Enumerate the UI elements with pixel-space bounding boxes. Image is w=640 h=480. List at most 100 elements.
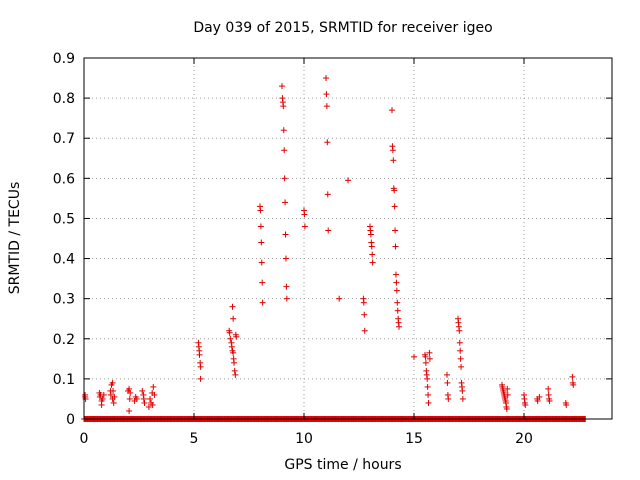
data-point: [140, 395, 147, 402]
data-point: [522, 401, 529, 408]
data-point: [110, 399, 117, 406]
data-point: [151, 391, 158, 398]
data-point: [394, 307, 401, 314]
data-point: [232, 371, 239, 378]
data-point: [98, 401, 105, 408]
data-point: [100, 391, 107, 398]
data-point: [145, 403, 152, 410]
data-point: [197, 375, 204, 382]
data-point: [230, 315, 237, 322]
data-point: [325, 227, 332, 234]
data-point: [445, 395, 452, 402]
data-point: [392, 227, 399, 234]
data-point: [230, 349, 237, 356]
data-point: [345, 177, 351, 184]
data-point: [99, 395, 106, 402]
y-tick-label: 0.2: [53, 332, 75, 348]
data-point: [282, 231, 289, 238]
y-tick-label: 0.3: [53, 292, 75, 308]
chart-title: Day 039 of 2015, SRMTID for receiver ige…: [193, 20, 492, 36]
y-tick-label: 0.9: [53, 51, 75, 67]
data-point: [504, 391, 511, 398]
data-point: [425, 391, 432, 398]
data-point: [422, 353, 429, 360]
x-tick-label: 0: [80, 431, 89, 447]
data-point: [231, 359, 238, 366]
y-tick-label: 0: [66, 412, 75, 428]
x-tick-label: 20: [515, 431, 533, 447]
data-point: [126, 395, 133, 402]
data-point: [392, 243, 399, 250]
data-point: [133, 395, 140, 402]
axis-ticks: 0 0.1 0.2 0.3 0.4 0.5 0.6 0.7 0.8 0.9 0 5 10 15 20: [53, 51, 612, 447]
data-point: [279, 83, 285, 90]
x-tick-label: 5: [190, 431, 199, 447]
data-point: [324, 191, 331, 198]
data-point: [458, 363, 465, 370]
data-point: [563, 401, 570, 408]
data-point: [361, 327, 368, 334]
data-point: [126, 385, 133, 392]
data-point: [425, 399, 432, 406]
plot-frame: [83, 57, 613, 420]
data-point: [281, 147, 288, 154]
y-tick-label: 0.4: [53, 252, 75, 268]
data-point: [424, 375, 431, 382]
data-point: [368, 243, 375, 250]
data-point: [324, 139, 331, 146]
data-point: [444, 379, 451, 386]
data-point: [149, 401, 156, 408]
data-point: [228, 343, 235, 350]
data-point: [197, 363, 204, 370]
y-tick-label: 0.8: [53, 91, 75, 107]
data-point: [389, 107, 395, 114]
data-point: [110, 387, 117, 394]
data-point: [361, 311, 368, 318]
data-point: [504, 385, 511, 392]
data-point: [301, 211, 308, 218]
data-point: [150, 383, 157, 390]
data-point: [323, 103, 330, 110]
data-point: [336, 295, 343, 302]
data-point: [546, 397, 553, 404]
data-point: [282, 199, 289, 206]
data-point: [259, 299, 266, 306]
data-point: [147, 395, 153, 402]
data-point: [258, 259, 265, 266]
data-point: [391, 187, 398, 194]
x-tick-label: 10: [295, 431, 313, 447]
data-point: [257, 207, 264, 214]
data-point: [257, 223, 264, 230]
data-point: [411, 353, 417, 360]
data-point: [456, 327, 463, 334]
data-point: [570, 381, 577, 388]
data-point: [196, 351, 203, 358]
grid: [84, 58, 612, 419]
data-point: [367, 231, 374, 238]
data-point: [107, 391, 114, 398]
data-point: [391, 203, 398, 210]
data-point: [503, 405, 510, 412]
data-point: [424, 383, 431, 390]
x-axis-title: GPS time / hours: [284, 457, 401, 473]
data-point: [283, 295, 290, 302]
data-point: [259, 279, 266, 286]
data-point: [360, 299, 367, 306]
data-point: [127, 389, 134, 396]
data-point: [394, 299, 401, 306]
data-point: [392, 271, 399, 278]
data-point: [126, 407, 133, 414]
data-point: [393, 287, 400, 294]
data-point: [369, 251, 376, 258]
data-point: [459, 395, 466, 402]
data-point: [457, 355, 464, 362]
data-point: [323, 75, 329, 82]
data-point: [227, 335, 234, 342]
data-points: [82, 75, 577, 414]
data-point: [231, 367, 238, 374]
data-point: [301, 223, 308, 230]
data-point: [426, 349, 433, 356]
y-tick-label: 0.6: [53, 171, 75, 187]
data-point: [280, 103, 287, 110]
data-point: [456, 339, 463, 346]
